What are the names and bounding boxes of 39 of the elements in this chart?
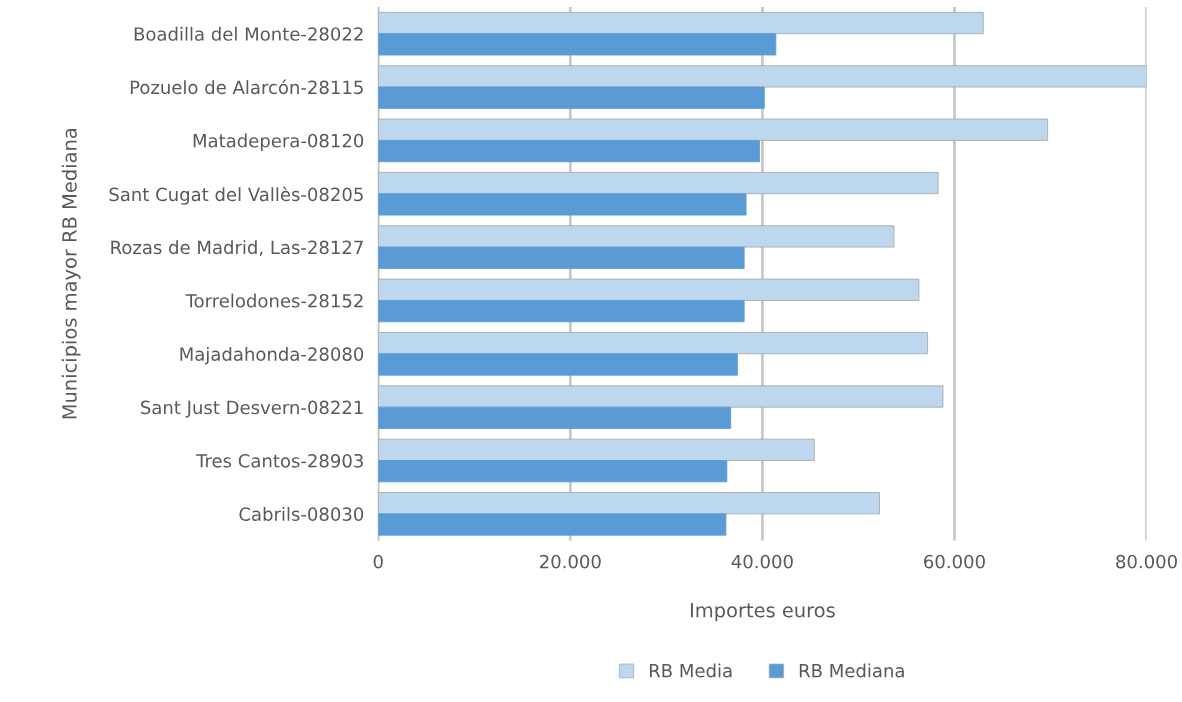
y-tick-label: Boadilla del Monte-28022 [134, 26, 363, 41]
x-tick-label: 0 [373, 554, 383, 569]
y-tick-label: Majadahonda-28080 [180, 346, 364, 365]
y-tick-label: Torrelodones-28152 [185, 293, 363, 308]
bar [378, 65, 1147, 88]
bar [378, 278, 920, 301]
x-tick-label: 40.000 [731, 554, 793, 569]
bar [378, 225, 895, 248]
bar [378, 171, 939, 195]
bar [378, 193, 747, 216]
y-axis-title: Municipios mayor RB Mediana [61, 129, 81, 419]
bar [378, 492, 880, 515]
x-tick-label: 60.000 [924, 554, 985, 569]
y-tick-label: Matadepera-08120 [193, 133, 364, 152]
bar [378, 11, 984, 35]
y-tick-label: Pozuelo de Alarcón-28115 [130, 79, 363, 95]
x-tick-label: 80.000 [1116, 554, 1177, 569]
bar [378, 332, 928, 355]
y-tick-label: Sant Cugat del Vallès-08205 [109, 186, 363, 205]
y-tick-label: Cabrils-08030 [239, 507, 364, 521]
x-tick-label: 20.000 [540, 554, 601, 569]
bar [378, 406, 732, 429]
bar [378, 139, 760, 163]
bar [378, 86, 765, 109]
bar [378, 460, 728, 483]
x-axis-title: Importes euros [690, 603, 835, 622]
bar [378, 246, 745, 269]
bar [378, 300, 745, 323]
bar [378, 385, 944, 408]
y-tick-label: Tres Cantos-28903 [196, 453, 363, 468]
y-tick-label: Rozas de Madrid, Las-28127 [111, 240, 363, 257]
bar [378, 33, 777, 56]
bar [378, 118, 1049, 141]
y-tick-label: Sant Just Desvern-08221 [141, 400, 363, 418]
bar [378, 513, 727, 536]
bar [378, 353, 738, 376]
legend-label: RB Media [649, 663, 732, 678]
legend-label: RB Mediana [799, 663, 904, 678]
bar [378, 438, 815, 461]
